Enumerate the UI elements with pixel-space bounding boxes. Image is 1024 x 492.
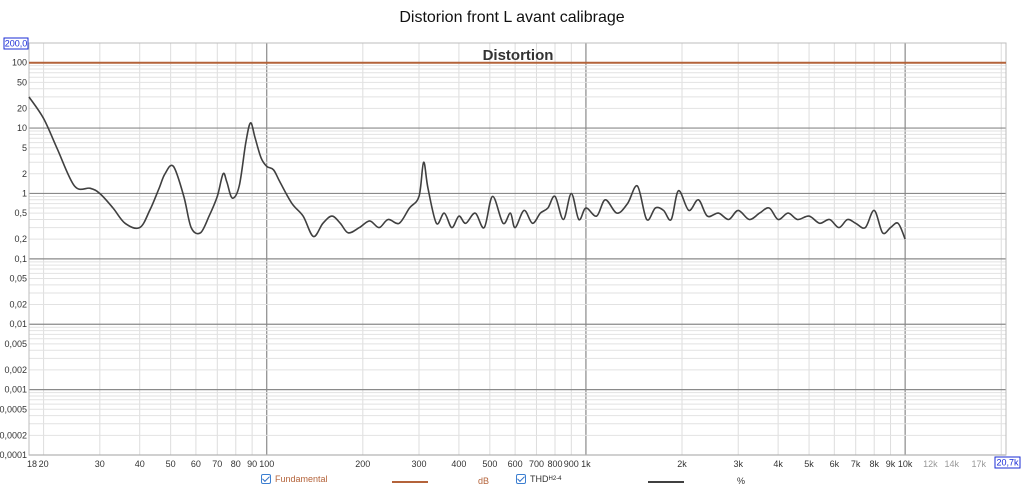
x-tick-label: 90: [247, 459, 257, 469]
x-tick-label: 600: [508, 459, 523, 469]
y-tick-label: 100: [12, 58, 27, 68]
y-tick-label: 0,05: [9, 274, 27, 284]
x-tick-label: 50: [166, 459, 176, 469]
y-tick-label: 0,5: [14, 208, 27, 218]
series-layer: [28, 61, 1006, 240]
x-max-label: 20,7k: [996, 458, 1019, 468]
x-tick-label: 80: [231, 459, 241, 469]
y-tick-label: 0,001: [4, 385, 27, 395]
x-tick-label: 2k: [677, 459, 687, 469]
x-tick-label: 3k: [733, 459, 743, 469]
x-tick-label: 14k: [945, 459, 960, 469]
y-tick-label: 0,002: [4, 365, 27, 375]
legend-item-fundamental[interactable]: Fundamental: [261, 474, 328, 484]
y-axis-ticks: 100 50 20 10 5 2 1 0,5 0,2 0,1 0,05 0,02 0,01 0,005 0,…: [0, 58, 27, 460]
y-tick-label: 0,0002: [0, 430, 27, 440]
x-tick-label: 10k: [898, 459, 913, 469]
y-tick-label: 20: [17, 103, 27, 113]
y-tick-label: 1: [22, 188, 27, 198]
x-tick-label: 6k: [830, 459, 840, 469]
series-line-thd: [28, 96, 906, 240]
legend: Fundamental dB THD H2-4 %: [0, 472, 1024, 490]
legend-unit-thd: %: [737, 476, 746, 486]
x-tick-label: 1k: [581, 459, 591, 469]
y-tick-label: 10: [17, 123, 27, 133]
y-max-label: 200,0: [5, 39, 28, 49]
grid: [29, 42, 1006, 456]
x-tick-label: 70: [212, 459, 222, 469]
x-tick-label: 60: [191, 459, 201, 469]
legend-swatch-thd: [648, 481, 684, 483]
x-tick-label: 300: [412, 459, 427, 469]
y-tick-label: 0,01: [9, 319, 27, 329]
x-tick-label: 500: [482, 459, 497, 469]
y-tick-label: 0,005: [4, 339, 27, 349]
y-tick-label: 5: [22, 143, 27, 153]
x-tick-label: 40: [135, 459, 145, 469]
y-tick-label: 0,0001: [0, 450, 27, 460]
legend-label-thd-sub: H2-4: [548, 476, 562, 482]
x-tick-label: 400: [451, 459, 466, 469]
x-max-box[interactable]: 20,7k: [994, 456, 1021, 469]
legend-swatch-fundamental: [392, 481, 428, 483]
x-tick-label: 200: [355, 459, 370, 469]
chart-title: Distortion: [483, 47, 554, 64]
x-tick-label: 18: [27, 459, 37, 469]
x-tick-label: 800: [547, 459, 562, 469]
y-tick-label: 0,1: [14, 254, 27, 264]
x-tick-label: 30: [95, 459, 105, 469]
x-tick-label: 17k: [971, 459, 986, 469]
x-tick-label: 100: [259, 459, 274, 469]
x-tick-label: 20: [39, 459, 49, 469]
x-tick-label: 9k: [886, 459, 896, 469]
x-tick-label: 700: [529, 459, 544, 469]
legend-label-thd: THD: [530, 474, 549, 484]
legend-unit-fundamental: dB: [478, 476, 490, 486]
y-max-box[interactable]: 200,0: [3, 37, 29, 50]
x-tick-label: 900: [564, 459, 579, 469]
legend-item-thd[interactable]: THD H2-4: [516, 474, 562, 484]
x-tick-label: 8k: [869, 459, 879, 469]
distortion-chart: Distorion front L avant calibrage Distor…: [0, 9, 1021, 469]
y-tick-label: 0,0005: [0, 404, 27, 414]
x-tick-label: 5k: [804, 459, 814, 469]
x-tick-label: 12k: [923, 459, 938, 469]
x-axis-ticks: 18 20 30 40 50 60 70 80 90 100 200 300 400 500 600 700 8…: [27, 459, 986, 469]
plot-frame: [28, 42, 1007, 456]
thd-checkbox[interactable]: [516, 474, 526, 484]
y-tick-label: 0,2: [14, 234, 27, 244]
x-tick-label: 4k: [773, 459, 783, 469]
y-tick-label: 2: [22, 169, 27, 179]
legend-label-fundamental: Fundamental: [275, 474, 328, 484]
fundamental-checkbox[interactable]: [261, 474, 271, 484]
y-tick-label: 0,02: [9, 300, 27, 310]
y-tick-label: 50: [17, 77, 27, 87]
window-title: Distorion front L avant calibrage: [399, 9, 624, 26]
x-tick-label: 7k: [851, 459, 861, 469]
